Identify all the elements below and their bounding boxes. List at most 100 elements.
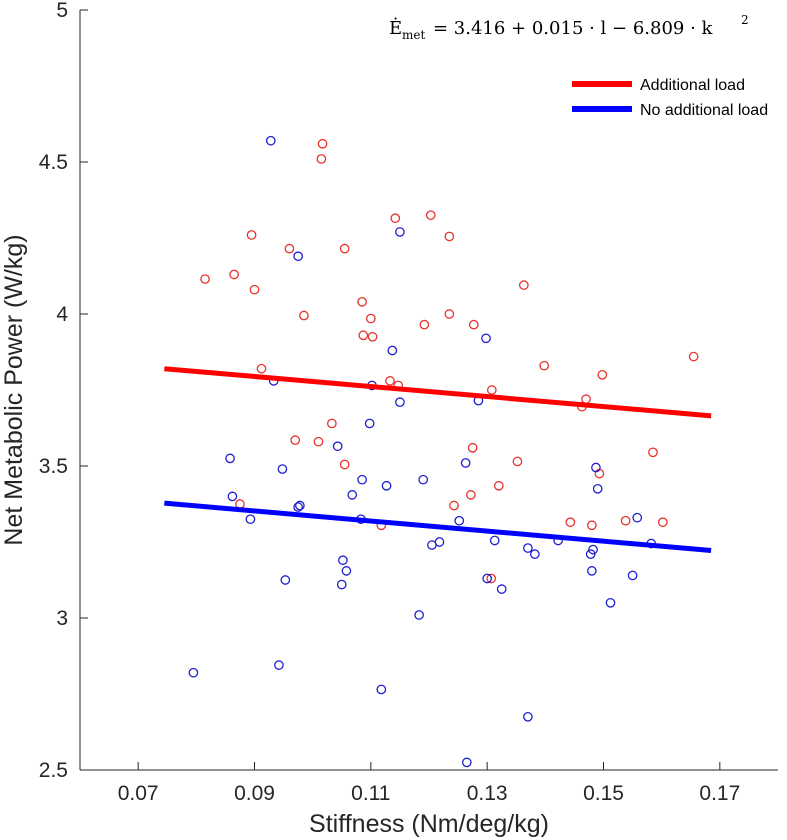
data-point [200,274,210,284]
x-tick-label: 0.11 [351,782,390,805]
y-axis-label: Net Metabolic Power (W/kg) [0,234,28,545]
data-point [327,418,337,429]
data-point [588,544,598,555]
data-point [225,453,235,464]
data-point [587,520,597,531]
data-point [365,313,376,324]
data-point [284,243,295,254]
data-point [339,243,350,254]
equation-lhs-subscript: met [402,28,425,42]
data-point [336,579,347,590]
data-point [493,480,504,491]
data-point [481,333,491,344]
data-point [444,309,455,319]
data-point [339,459,350,470]
data-point [316,154,327,164]
data-point [419,319,430,330]
data-point [467,442,478,453]
y-tick-label: 3 [56,607,68,630]
legend-label-no-additional-load: No additional load [640,102,768,119]
data-point [627,570,638,581]
data-point [358,330,369,341]
data-point [482,573,493,584]
data-point [523,543,533,553]
data-point [293,502,303,512]
data-point [313,436,324,447]
data-point [539,360,550,371]
data-point [425,210,436,221]
data-point [605,597,616,608]
data-point [357,474,367,485]
data-point [648,447,658,458]
x-ticks: 0.07 0.09 0.11 0.13 0.15 0.17 [118,762,740,805]
data-point [246,230,257,240]
data-point [317,138,328,149]
data-point [188,667,199,678]
data-point [620,515,631,526]
x-tick-label: 0.07 [118,782,159,805]
data-point [385,376,395,386]
data-point [454,515,465,526]
equation-rhs-superscript: 2 [741,13,749,27]
data-point [347,490,358,500]
data-point [395,397,405,408]
fit-lines [164,366,712,554]
equation-rhs: = 3.416 + 0.015 · l − 6.809 · k [433,18,714,39]
series-points [188,135,699,768]
data-point [227,491,238,502]
data-point [395,227,405,237]
y-ticks: 2.5 3 3.5 4 4.5 5 [39,0,88,782]
data-point [357,296,367,307]
regression-equation: Ė met = 3.416 + 0.015 · l − 6.809 · k 2 [389,13,749,42]
data-point [277,464,288,474]
data-point [496,584,507,594]
data-point [280,575,291,585]
data-point [466,490,476,500]
data-point [632,512,643,523]
data-point [434,537,445,547]
x-tick-label: 0.15 [583,782,624,805]
y-tick-label: 5 [56,0,68,22]
fit-line [164,366,712,419]
y-tick-label: 3.5 [39,455,68,478]
data-point [530,549,540,560]
data-point [523,711,533,722]
data-point [585,549,596,560]
data-point [414,610,424,620]
data-point [265,135,276,146]
data-point [486,385,497,395]
y-tick-label: 2.5 [39,759,68,782]
data-point [449,500,459,511]
data-point [390,213,401,224]
fit-line [164,500,712,554]
x-tick-label: 0.17 [699,782,740,805]
data-point [581,394,591,404]
data-point [332,441,343,452]
data-point [229,269,239,280]
data-point [468,319,479,330]
data-point [293,251,303,262]
data-point [688,351,699,362]
data-point [249,284,260,295]
data-point [290,435,301,446]
data-point [518,280,529,290]
data-point [364,418,375,429]
data-point [338,555,348,566]
y-tick-label: 4.5 [39,151,68,174]
data-point [597,369,608,380]
data-point [512,456,523,467]
data-point [245,514,256,525]
y-tick-label: 4 [56,303,68,326]
data-point [418,474,429,485]
legend: Additional load No additional load [572,77,768,119]
axes: 0.07 0.09 0.11 0.13 0.15 0.17 2.5 3 3.5 4 4.5 5 [39,0,778,805]
data-point [444,231,455,242]
x-axis-label: Stiffness (Nm/deg/kg) [309,810,549,838]
legend-label-additional-load: Additional load [640,77,745,94]
data-point [592,483,603,494]
data-point [565,517,576,528]
x-tick-label: 0.09 [234,782,275,805]
data-point [341,566,352,576]
data-point [486,573,497,584]
